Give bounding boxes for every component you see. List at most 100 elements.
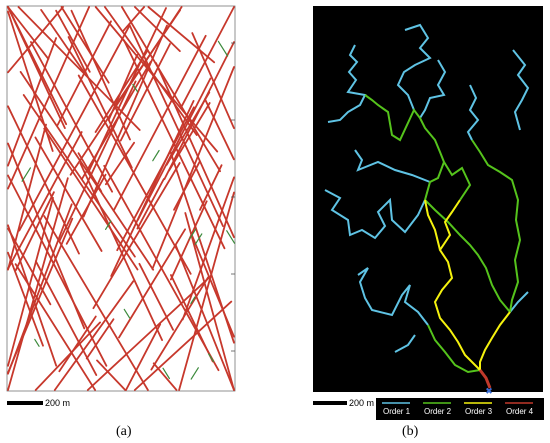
fracture-network (7, 6, 236, 391)
scale-text-b: 200 m (349, 398, 374, 408)
order-4-streams (478, 369, 492, 389)
fracture-line (21, 167, 31, 182)
panel-b: ✖ 200 m Order 1 Order 2 Order 3 Order 4 (313, 6, 544, 420)
fracture-line (7, 123, 47, 271)
fracture-line (136, 77, 212, 221)
panel-a-tick-marks (231, 42, 235, 352)
fracture-line (34, 136, 103, 252)
fracture-line (79, 162, 164, 342)
fracture-line (169, 200, 208, 281)
fracture-line (7, 203, 73, 375)
order-3-streams (424, 199, 511, 371)
outlet-marker-icon: ✖ (485, 387, 493, 397)
fracture-line (104, 220, 112, 230)
fracture-line (116, 106, 195, 252)
fracture-line (7, 6, 90, 190)
fracture-line (67, 36, 133, 169)
order-2-stream (427, 324, 481, 374)
fracture-line (112, 34, 207, 212)
fracture-line (155, 62, 235, 239)
order-1-stream (396, 23, 432, 111)
order-2-stream (471, 139, 522, 313)
order-1-stream (357, 267, 429, 326)
fracture-line (123, 308, 131, 319)
fracture-line (55, 9, 91, 73)
panel-a-label: (a) (116, 424, 132, 439)
fracture-line (18, 24, 131, 232)
fracture-line (123, 39, 226, 250)
fracture-line (110, 100, 195, 277)
panel-b-label: (b) (402, 424, 419, 439)
order-1-stream (327, 44, 367, 123)
order-1-stream (419, 59, 447, 119)
fracture-line (65, 173, 107, 245)
order-2-stream (423, 161, 511, 313)
order-1-stream (466, 84, 480, 141)
fracture-line (190, 367, 199, 380)
fracture-line (118, 228, 187, 339)
panel-b-background (313, 6, 543, 392)
panel-a: 200 m (6, 5, 236, 408)
scale-bar-a (7, 401, 43, 405)
fracture-line (105, 141, 136, 186)
fracture-line (58, 315, 97, 373)
fracture-line (125, 323, 162, 391)
fracture-line (34, 338, 40, 347)
fracture-line (7, 177, 69, 391)
fracture-line (151, 66, 235, 270)
fracture-line (69, 6, 183, 176)
fracture-line (7, 6, 50, 60)
fracture-line (7, 196, 54, 367)
legend-label: Order 1 (383, 407, 411, 416)
fracture-line (17, 6, 141, 131)
fracture-line (194, 233, 203, 245)
order-1-stream (324, 189, 426, 240)
fracture-line (208, 353, 215, 363)
order-3-stream (479, 311, 511, 370)
fracture-line (70, 9, 131, 141)
fracture-line (150, 276, 210, 371)
fracture-line (189, 228, 197, 240)
fracture-line (22, 94, 136, 258)
fracture-line (7, 224, 58, 367)
order-1-streams (324, 23, 530, 353)
fracture-line (217, 40, 229, 57)
fracture-line (121, 6, 222, 173)
fracture-line (152, 362, 178, 391)
fracture-line (162, 367, 170, 380)
legend-background (376, 398, 544, 420)
fracture-line (173, 160, 201, 211)
legend-label: Order 2 (424, 407, 452, 416)
fracture-line (204, 98, 235, 161)
fracture-line (7, 6, 68, 126)
fracture-line (7, 131, 83, 270)
fracture-line (86, 275, 212, 391)
legend-label: Order 4 (506, 407, 534, 416)
order-1-stream (509, 291, 529, 313)
order-3-stream (424, 199, 441, 251)
order-2-streams (364, 94, 522, 374)
fracture-line (184, 212, 235, 391)
fracture-line (169, 150, 235, 344)
fracture-line (119, 43, 171, 142)
fracture-line (152, 149, 160, 162)
fracture-line (7, 105, 80, 255)
fracture-line (121, 6, 146, 33)
fracture-line (147, 6, 216, 64)
fracture-line (94, 6, 219, 153)
fracture-line (169, 274, 214, 363)
fracture-line (199, 164, 223, 211)
fracture-line (92, 162, 181, 310)
fracture-line (174, 244, 235, 391)
fracture-line (133, 300, 233, 391)
fracture-line (181, 176, 235, 321)
legend-label: Order 3 (465, 407, 493, 416)
order-1-stream (512, 49, 530, 131)
fracture-line (81, 61, 152, 180)
fracture-line (19, 71, 155, 271)
fracture-line (14, 191, 55, 272)
fracture-line (190, 296, 196, 304)
fracture-line (53, 280, 135, 391)
fracture-line (77, 74, 192, 275)
